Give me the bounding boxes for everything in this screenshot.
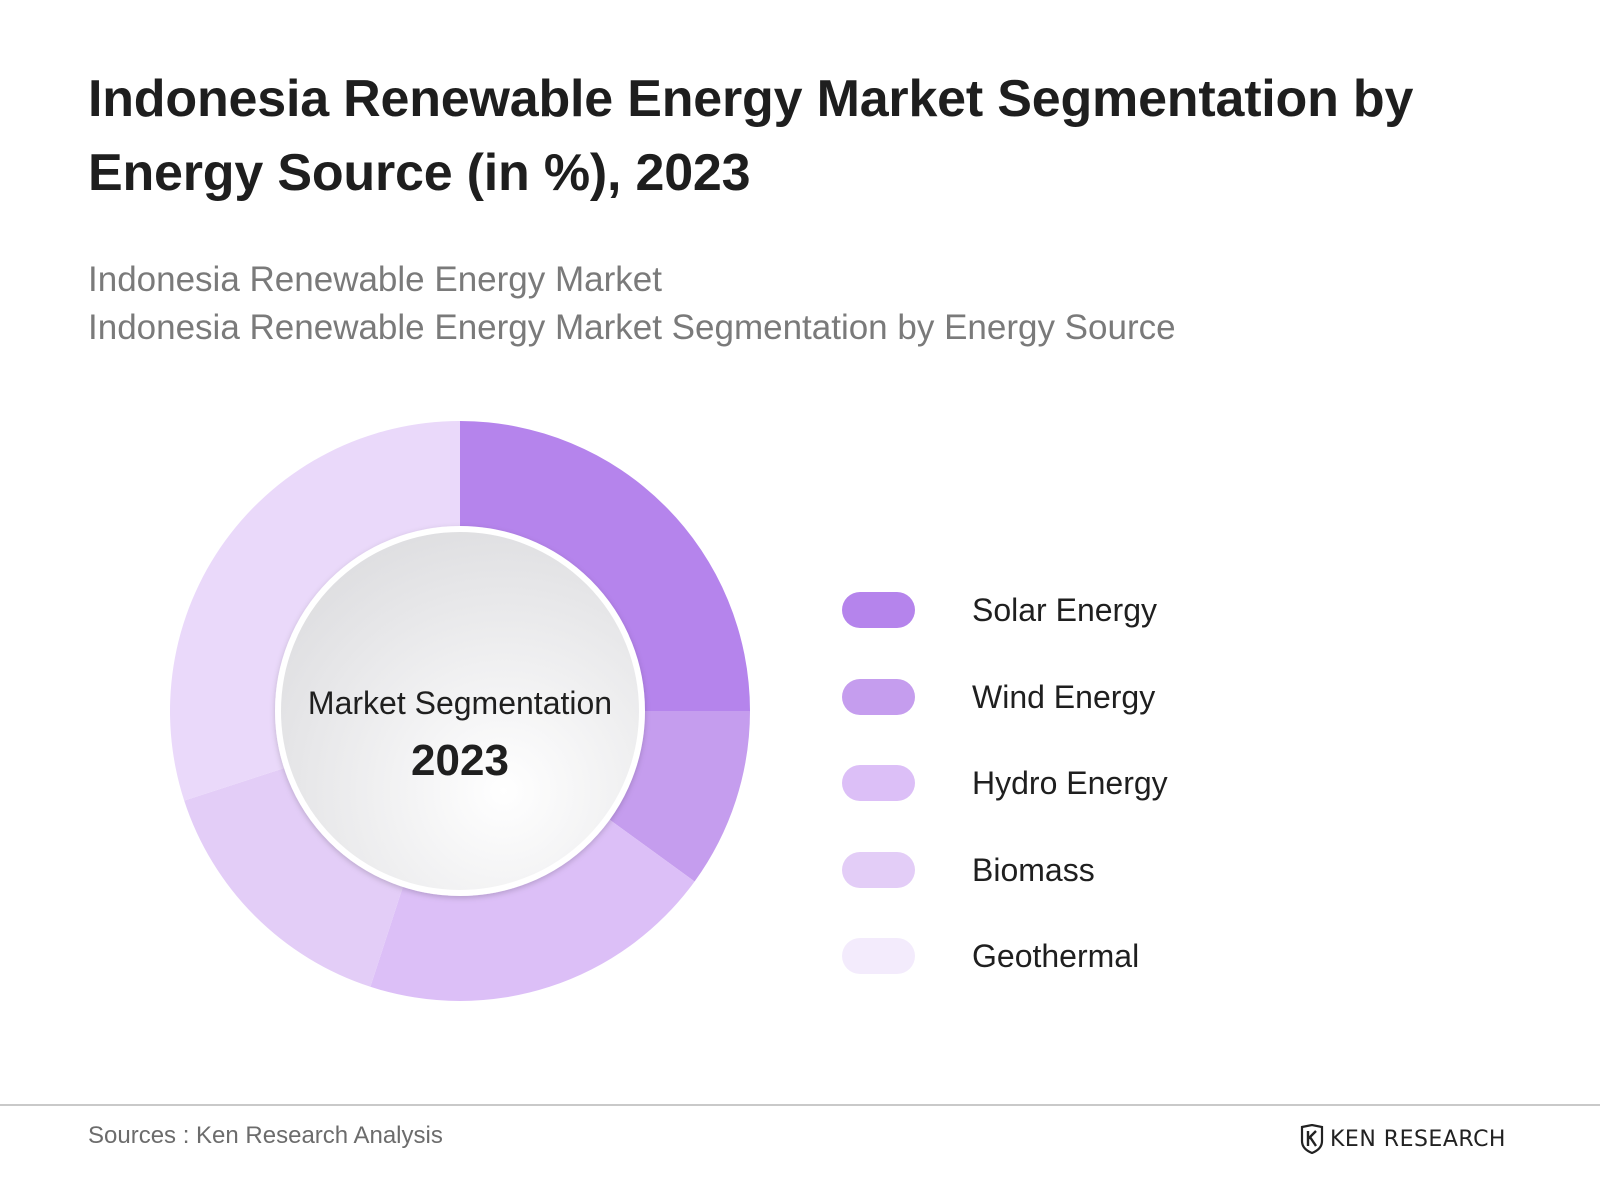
center-label: Market Segmentation (308, 685, 612, 721)
legend-swatch-solar-energy (842, 592, 915, 628)
donut-slice-biomass (184, 767, 404, 987)
brand-logo-block: KEN RESEARCH (1300, 1122, 1506, 1156)
source-note: Sources : Ken Research Analysis (88, 1122, 443, 1149)
subtitle-market: Indonesia Renewable Energy Market (88, 260, 662, 299)
donut-chart: Market Segmentation 2023 (169, 421, 750, 1001)
chart-title: Indonesia Renewable Energy Market Segmen… (88, 70, 1414, 202)
legend-label-wind-energy: Wind Energy (972, 678, 1156, 715)
legend-item-solar-energy: Solar Energy (842, 588, 1342, 675)
donut-slice-wind-energy (607, 711, 750, 882)
legend-swatch-wind-energy (842, 678, 915, 715)
donut-center-disc (275, 526, 645, 896)
legend-swatch-hydro-energy (842, 765, 915, 801)
brand-name: KEN RESEARCH (1330, 1126, 1506, 1152)
subtitle-segmentation: Indonesia Renewable Energy Market Segmen… (88, 308, 1176, 347)
donut-slice-solar-energy (460, 421, 750, 711)
donut-slices (169, 421, 750, 1001)
legend-item-hydro-energy: Hydro Energy (842, 761, 1342, 848)
ken-research-logo-icon (1300, 1124, 1324, 1154)
center-year: 2023 (411, 736, 509, 785)
donut-slice-hydro-energy (370, 817, 695, 1001)
footer-divider (0, 1104, 1600, 1106)
donut-slice-geothermal (169, 421, 460, 801)
legend-item-geothermal: Geothermal (842, 934, 1342, 1021)
legend-label-geothermal: Geothermal (972, 938, 1140, 974)
legend-item-biomass: Biomass (842, 848, 1342, 935)
legend-label-solar-energy: Solar Energy (972, 592, 1157, 628)
chart-area: Market Segmentation 2023 Solar Energy Wi… (0, 400, 1600, 1060)
legend-label-hydro-energy: Hydro Energy (972, 765, 1168, 801)
legend-item-wind-energy: Wind Energy (842, 675, 1342, 762)
legend-label-biomass: Biomass (972, 851, 1095, 888)
subtitle-block: Indonesia Renewable Energy Market Indone… (88, 256, 1508, 352)
legend-swatch-biomass (842, 851, 915, 888)
legend-swatch-geothermal (842, 938, 915, 974)
legend: Solar Energy Wind Energy Hydro Energy Bi… (842, 588, 1342, 1021)
